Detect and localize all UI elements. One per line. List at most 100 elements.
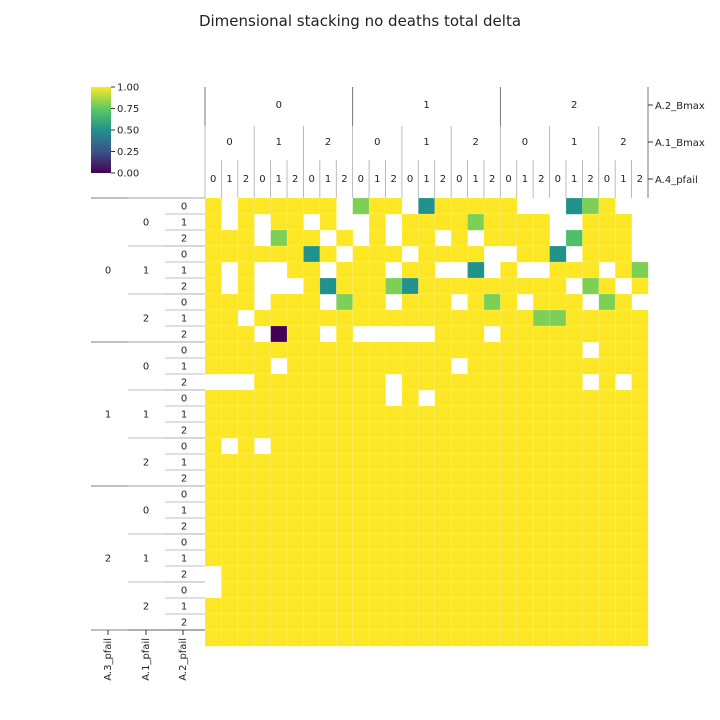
- heatmap-cell: [532, 437, 551, 455]
- heatmap-cell: [253, 405, 272, 423]
- row-level-label: 0: [181, 298, 187, 309]
- heatmap-cell: [418, 453, 436, 471]
- heatmap-cell: [270, 629, 288, 647]
- heatmap-cell: [401, 453, 419, 471]
- row-level-label: 1: [181, 266, 187, 277]
- column-level-label: 0: [505, 174, 511, 185]
- heatmap-cell: [352, 389, 370, 407]
- heatmap-cell: [253, 485, 272, 503]
- heatmap-cell: [614, 261, 633, 279]
- heatmap-cell: [532, 453, 551, 471]
- heatmap-cell: [582, 549, 600, 567]
- heatmap-cell: [352, 469, 370, 487]
- heatmap-cell: [352, 261, 370, 279]
- heatmap-cell: [204, 309, 222, 327]
- row-level-name: A.3_pfail: [103, 638, 114, 681]
- heatmap-cell: [500, 517, 518, 535]
- column-level-label: 0: [276, 100, 282, 111]
- heatmap-cell: [270, 373, 288, 391]
- heatmap-cell: [582, 357, 600, 375]
- heatmap-cell: [286, 517, 305, 535]
- heatmap-cell: [532, 293, 551, 311]
- column-level-label: 2: [489, 174, 495, 185]
- column-level-label: 2: [637, 174, 643, 185]
- heatmap-cell: [631, 485, 649, 503]
- heatmap-cell: [516, 245, 534, 263]
- heatmap-cell: [418, 261, 436, 279]
- heatmap-cell: [450, 341, 469, 359]
- colorbar-tick-label: 1.00: [117, 83, 139, 94]
- heatmap-cell: [483, 597, 501, 615]
- heatmap-cell: [401, 405, 419, 423]
- heatmap-cell: [221, 597, 239, 615]
- heatmap-cell: [565, 373, 583, 391]
- column-level-label: 2: [292, 174, 298, 185]
- heatmap-cell: [221, 581, 239, 599]
- heatmap-cell: [253, 341, 272, 359]
- heatmap-cell: [532, 309, 551, 327]
- heatmap-cell: [500, 533, 518, 551]
- heatmap-cell: [237, 389, 255, 407]
- heatmap-cell: [614, 325, 633, 343]
- column-level-label: 2: [390, 174, 396, 185]
- heatmap-cell: [352, 197, 370, 215]
- heatmap-cell: [582, 533, 600, 551]
- heatmap-cell: [565, 501, 583, 519]
- heatmap-cell: [434, 469, 452, 487]
- heatmap-cell: [467, 581, 485, 599]
- heatmap-cell: [204, 469, 222, 487]
- heatmap-cell: [368, 277, 387, 295]
- heatmap-cell: [336, 533, 354, 551]
- row-level-label: 2: [181, 330, 187, 341]
- heatmap-cell: [532, 229, 551, 247]
- heatmap-cell: [598, 549, 616, 567]
- heatmap-cell: [352, 581, 370, 599]
- heatmap-cell: [204, 261, 222, 279]
- heatmap-cell: [614, 357, 633, 375]
- heatmap-cell: [565, 293, 583, 311]
- heatmap-cell: [483, 293, 501, 311]
- heatmap-cell: [286, 341, 305, 359]
- column-level-label: 0: [259, 174, 265, 185]
- heatmap-cell: [286, 485, 305, 503]
- heatmap-cell: [368, 405, 387, 423]
- heatmap-cell: [516, 325, 534, 343]
- heatmap-cell: [352, 421, 370, 439]
- heatmap-cell: [303, 533, 321, 551]
- heatmap-cell: [467, 341, 485, 359]
- heatmap-cell: [319, 421, 337, 439]
- heatmap-cell: [582, 405, 600, 423]
- heatmap-cell: [532, 405, 551, 423]
- heatmap-cell: [368, 469, 387, 487]
- heatmap-cell: [450, 405, 469, 423]
- heatmap-cell: [319, 389, 337, 407]
- heatmap-cell: [319, 437, 337, 455]
- heatmap-cell: [237, 197, 255, 215]
- heatmap-cell: [204, 325, 222, 343]
- heatmap-cell: [352, 405, 370, 423]
- heatmap-cell: [614, 437, 633, 455]
- heatmap-cell: [336, 277, 354, 295]
- row-level-label: 0: [143, 506, 149, 517]
- row-level-name: A.2_pfail: [178, 638, 189, 681]
- heatmap-cell: [467, 485, 485, 503]
- heatmap-cell: [418, 405, 436, 423]
- heatmap-cell: [352, 613, 370, 631]
- heatmap-cell: [450, 485, 469, 503]
- column-level-label: 2: [440, 174, 446, 185]
- heatmap-cell: [253, 597, 272, 615]
- heatmap-cell: [434, 341, 452, 359]
- heatmap-cell: [467, 357, 485, 375]
- heatmap-cell: [549, 453, 567, 471]
- heatmap-cell: [270, 597, 288, 615]
- heatmap-cell: [401, 533, 419, 551]
- heatmap-cell: [549, 421, 567, 439]
- heatmap-cell: [368, 309, 387, 327]
- heatmap-cell: [286, 501, 305, 519]
- heatmap-cell: [418, 277, 436, 295]
- heatmap-cell: [434, 581, 452, 599]
- heatmap-cell: [549, 245, 567, 263]
- heatmap-cell: [565, 453, 583, 471]
- heatmap-cell: [549, 485, 567, 503]
- heatmap-cell: [631, 613, 649, 631]
